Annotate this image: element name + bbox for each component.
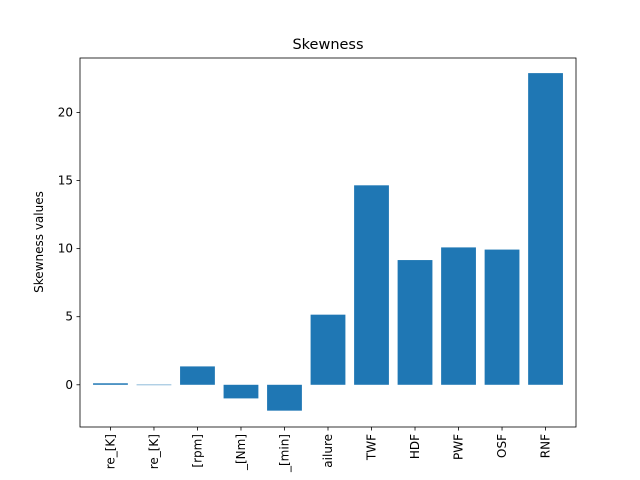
bar-6	[354, 185, 389, 385]
y-tick-label-4: 20	[58, 105, 73, 119]
x-tick-label-10: RNF	[539, 434, 553, 458]
y-axis-ticks: 0 5 10 15 20	[58, 105, 80, 392]
bar-3	[223, 384, 259, 399]
y-tick-label-1: 5	[65, 310, 73, 324]
bar-0	[93, 383, 128, 385]
bar-4	[267, 384, 302, 411]
x-tick-label-1: re_[K]	[147, 434, 161, 469]
x-tick-label-8: PWF	[452, 434, 466, 460]
chart-title: Skewness	[292, 37, 363, 53]
y-tick-label-0: 0	[65, 378, 73, 392]
bars-group	[93, 73, 563, 411]
y-axis-label: Skewness values	[32, 191, 46, 293]
bar-10	[528, 73, 563, 385]
bar-5	[310, 314, 346, 385]
y-tick-label-3: 15	[58, 174, 73, 188]
x-tick-label-3: _[Nm]	[234, 434, 248, 471]
y-tick-label-2: 10	[58, 242, 73, 256]
bar-2	[180, 366, 215, 385]
x-tick-label-5: ailure	[321, 434, 335, 468]
bar-9	[484, 249, 520, 385]
x-tick-label-6: TWF	[365, 434, 379, 461]
plot-frame	[79, 57, 577, 428]
bar-1	[136, 384, 172, 386]
x-tick-label-4: _[min]	[277, 434, 291, 473]
x-tick-label-2: [rpm]	[190, 434, 204, 468]
bar-8	[441, 247, 476, 385]
bar-7	[397, 260, 433, 385]
x-axis-ticks: re_[K] re_[K] [rpm] _[Nm] _[min] ailure TWF HDF…	[103, 427, 553, 473]
x-tick-label-9: OSF	[495, 434, 509, 458]
x-tick-label-7: HDF	[408, 434, 422, 459]
x-tick-label-0: re_[K]	[103, 434, 117, 469]
